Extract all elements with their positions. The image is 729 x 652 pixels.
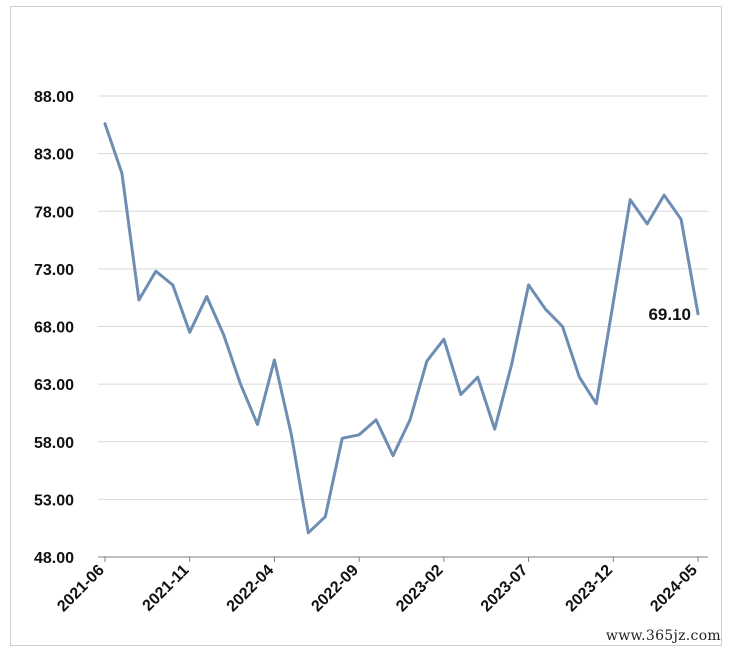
- y-tick-label: 63.00: [34, 377, 74, 394]
- x-tick-label: 2024-05: [647, 562, 701, 616]
- data-label: 69.10: [648, 305, 691, 324]
- data-point: [493, 428, 496, 431]
- data-point: [104, 122, 107, 125]
- series-lines: [103, 122, 700, 535]
- data-point: [697, 312, 700, 315]
- data-point: [578, 376, 581, 379]
- y-tick-label: 73.00: [34, 262, 74, 279]
- data-point: [612, 301, 615, 304]
- x-tick-label: 2021-06: [54, 562, 108, 616]
- y-tick-label: 53.00: [34, 492, 74, 509]
- data-point: [273, 358, 276, 361]
- y-tick-label: 68.00: [34, 320, 74, 337]
- y-tick-label: 48.00: [34, 550, 74, 567]
- watermark: www.365jz.com: [605, 628, 721, 644]
- data-point: [256, 423, 259, 426]
- data-point: [137, 298, 140, 301]
- data-point: [527, 284, 530, 287]
- data-point: [120, 172, 123, 175]
- data-point: [375, 418, 378, 421]
- data-point: [290, 433, 293, 436]
- data-point: [459, 393, 462, 396]
- series-line: [103, 122, 700, 535]
- data-point: [358, 433, 361, 436]
- data-point: [324, 515, 327, 518]
- x-tick-label: 2022-09: [308, 562, 362, 616]
- data-point: [341, 437, 344, 440]
- y-tick-label: 58.00: [34, 435, 74, 452]
- data-point: [171, 284, 174, 287]
- y-tick-label: 78.00: [34, 204, 74, 221]
- x-tick-label: 2023-02: [393, 562, 447, 616]
- data-point: [544, 308, 547, 311]
- gridlines: [98, 95, 708, 500]
- x-tick-label: 2022-04: [224, 562, 278, 616]
- data-point: [680, 218, 683, 221]
- y-tick-label: 83.00: [34, 147, 74, 164]
- data-point: [408, 418, 411, 421]
- x-tick-label: 2021-11: [140, 562, 193, 615]
- data-point: [425, 360, 428, 363]
- y-tick-label: 88.00: [34, 89, 74, 106]
- data-point: [510, 363, 513, 366]
- data-point: [561, 325, 564, 328]
- data-point: [188, 331, 191, 334]
- data-point: [154, 270, 157, 273]
- data-point: [442, 338, 445, 341]
- data-point: [239, 383, 242, 386]
- data-point: [222, 333, 225, 336]
- x-tick-label: 2023-12: [563, 562, 617, 616]
- data-point: [392, 454, 395, 457]
- data-point: [663, 194, 666, 197]
- data-point: [307, 531, 310, 534]
- data-point: [595, 402, 598, 405]
- y-axis-tick-labels: 48.00 53.00 58.00 63.00 68.00 73.00 78.00 83.00…: [34, 89, 74, 567]
- x-tick-label: 2023-07: [478, 562, 532, 616]
- data-point: [205, 295, 208, 298]
- data-point: [646, 222, 649, 225]
- x-axis-tick-labels: 2021-06 2021-11 2022-04 2022-09 2023-02 2023-…: [54, 557, 701, 615]
- data-point: [629, 198, 632, 201]
- data-point: [476, 376, 479, 379]
- annotations: 69.10: [648, 305, 691, 324]
